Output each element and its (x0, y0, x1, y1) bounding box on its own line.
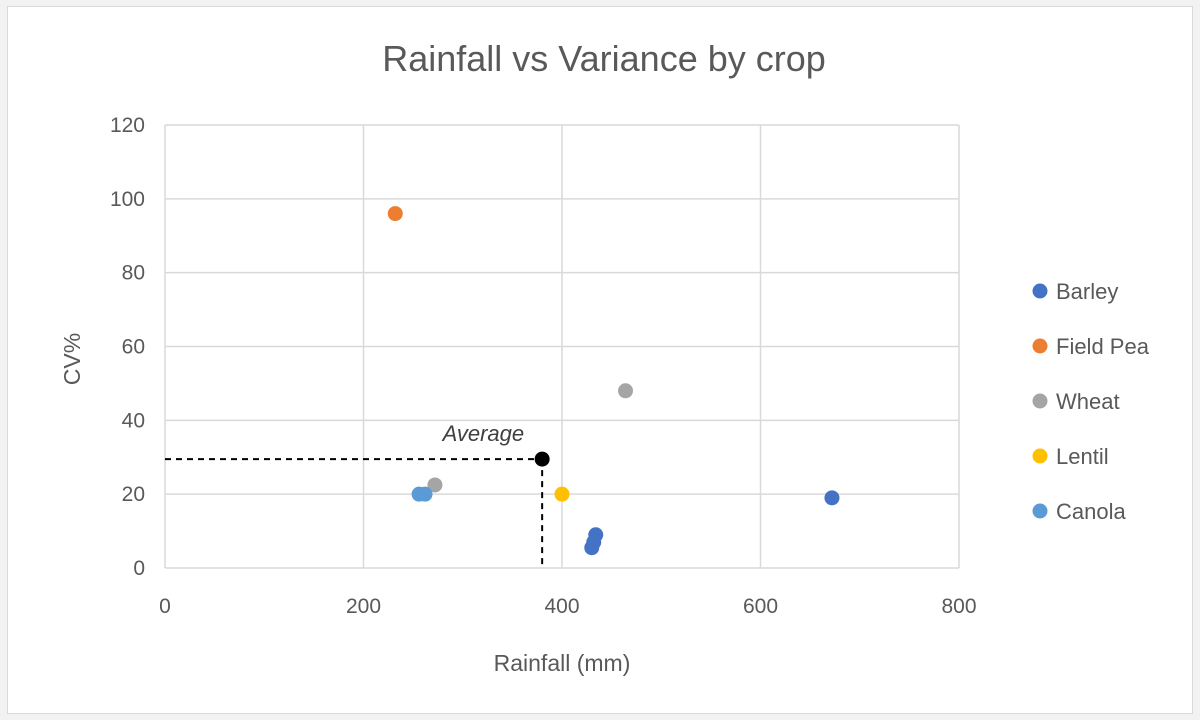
average-label: Average (441, 421, 525, 446)
average-annotation: Average (165, 421, 550, 568)
legend-marker (1032, 448, 1048, 464)
point-lentil (554, 486, 570, 502)
chart-frame: Rainfall vs Variance by crop 0 20 40 60 80 10… (7, 6, 1193, 714)
y-tick-label: 120 (110, 114, 145, 137)
legend-marker (1032, 393, 1048, 409)
x-tick-label: 600 (743, 595, 778, 618)
chart-title: Rainfall vs Variance by crop (382, 38, 826, 79)
x-tick-label: 200 (346, 595, 381, 618)
point-field-pea (387, 206, 403, 222)
x-axis-title: Rainfall (mm) (494, 650, 631, 676)
point-barley (584, 540, 600, 556)
point-wheat (427, 477, 443, 493)
legend-label: Canola (1056, 499, 1126, 524)
data-points (387, 206, 840, 556)
axes: 0 20 40 60 80 100 120 0 200 400 600 800 (110, 114, 977, 618)
y-tick-label: 0 (133, 557, 145, 580)
average-point (534, 451, 550, 467)
y-tick-label: 40 (122, 409, 145, 432)
legend-marker (1032, 338, 1048, 354)
legend-label: Field Pea (1056, 334, 1150, 359)
y-tick-label: 100 (110, 188, 145, 211)
point-barley (824, 490, 840, 506)
y-tick-label: 60 (122, 336, 145, 359)
point-wheat (618, 383, 634, 399)
gridlines (164, 124, 960, 569)
legend-label: Lentil (1056, 444, 1109, 469)
legend-label: Barley (1056, 279, 1118, 304)
legend-label: Wheat (1056, 389, 1120, 414)
point-canola (417, 486, 433, 502)
x-tick-label: 400 (544, 595, 579, 618)
y-tick-label: 80 (122, 262, 145, 285)
legend-marker (1032, 283, 1048, 299)
y-tick-label: 20 (122, 483, 145, 506)
x-tick-label: 800 (941, 595, 976, 618)
legend: Barley Field Pea Wheat Lentil Canola (1032, 279, 1150, 524)
legend-marker (1032, 503, 1048, 519)
y-axis-title: CV% (59, 333, 85, 385)
x-tick-label: 0 (159, 595, 171, 618)
scatter-chart: Rainfall vs Variance by crop 0 20 40 60 80 10… (59, 38, 1150, 676)
